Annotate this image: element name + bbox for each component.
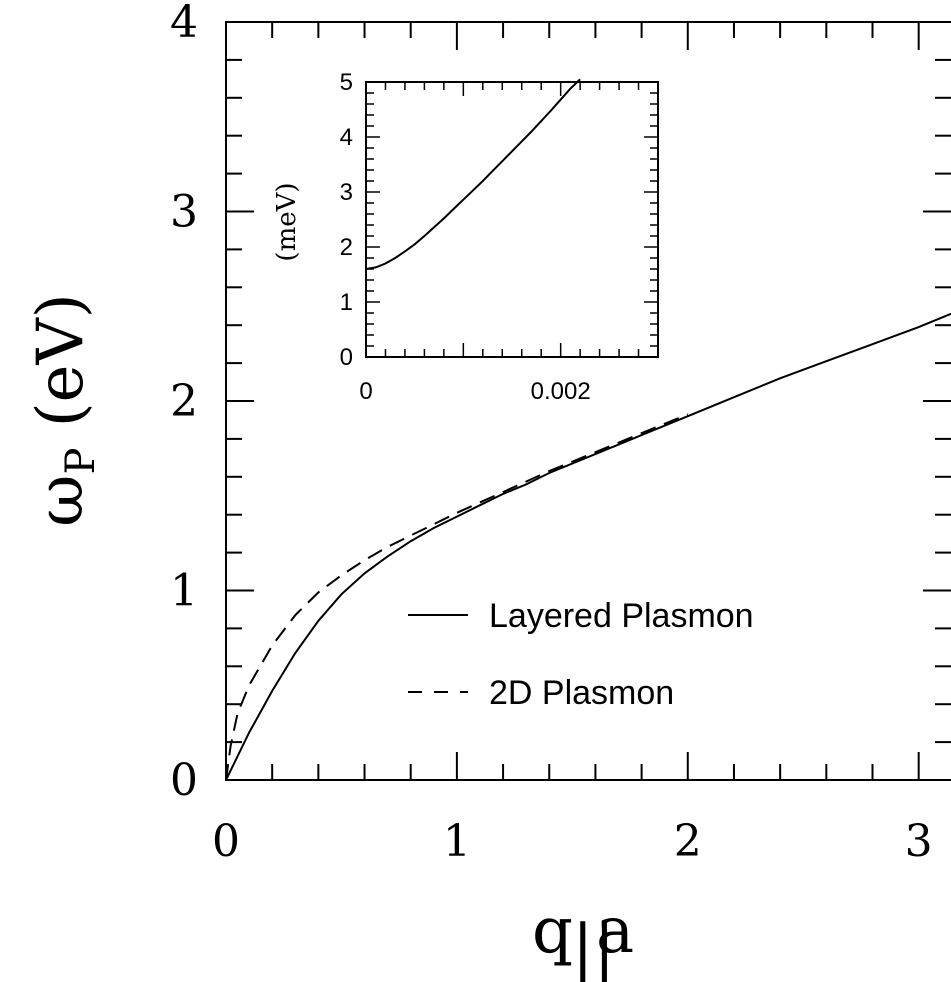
inset-series-line <box>365 78 581 270</box>
x-axis-title: q <box>532 894 573 968</box>
inset-y-tick-label: 4 <box>340 124 353 151</box>
legend-label: 2D Plasmon <box>489 674 674 712</box>
inset-x-tick-label: 0 <box>359 378 372 405</box>
y-tick-label: 4 <box>170 0 198 48</box>
y-axis-title: ωP (eV) <box>24 293 104 526</box>
inset-y-tick-label: 5 <box>340 69 353 96</box>
inset-axis-ticks <box>365 81 659 358</box>
inset-y-axis-label: (meV) <box>272 182 302 261</box>
inset-y-tick-label: 3 <box>340 179 353 206</box>
inset-y-tick-label: 2 <box>340 234 353 261</box>
inset-frame <box>365 81 659 358</box>
legend-label: Layered Plasmon <box>489 597 754 635</box>
main-axis-ticks <box>225 21 951 781</box>
axis-titles: q ||a ωP (eV) <box>24 293 634 982</box>
y-tick-label: 1 <box>170 566 198 617</box>
x-axis-title-a: a <box>596 894 634 968</box>
y-axis-title-text: ωP (eV) <box>24 293 104 526</box>
x-tick-label: 1 <box>443 816 471 867</box>
inset-tick-labels: 0 0.002 0 1 2 3 4 5 (meV) <box>272 69 591 405</box>
inset-y-tick-label: 1 <box>340 289 353 316</box>
inset-x-tick-label: 0.002 <box>531 378 591 405</box>
y-tick-label: 2 <box>170 376 198 427</box>
x-tick-label: 0 <box>212 816 240 867</box>
y-tick-label: 0 <box>170 755 198 806</box>
inset-background <box>365 81 659 358</box>
y-tick-label: 3 <box>170 187 198 238</box>
main-series-lines <box>225 312 951 781</box>
main-tick-labels: 0 1 2 3 0 1 2 3 4 <box>170 0 933 867</box>
series-2d-plasmon <box>225 413 689 781</box>
x-axis-subscript: || <box>572 912 615 982</box>
x-tick-label: 2 <box>674 816 702 867</box>
inset-series-lines <box>365 78 581 270</box>
inset-y-tick-label: 0 <box>340 344 353 371</box>
legend: Layered Plasmon 2D Plasmon <box>408 597 754 712</box>
series-layered-plasmon <box>225 312 951 781</box>
x-tick-label: 3 <box>905 816 933 867</box>
